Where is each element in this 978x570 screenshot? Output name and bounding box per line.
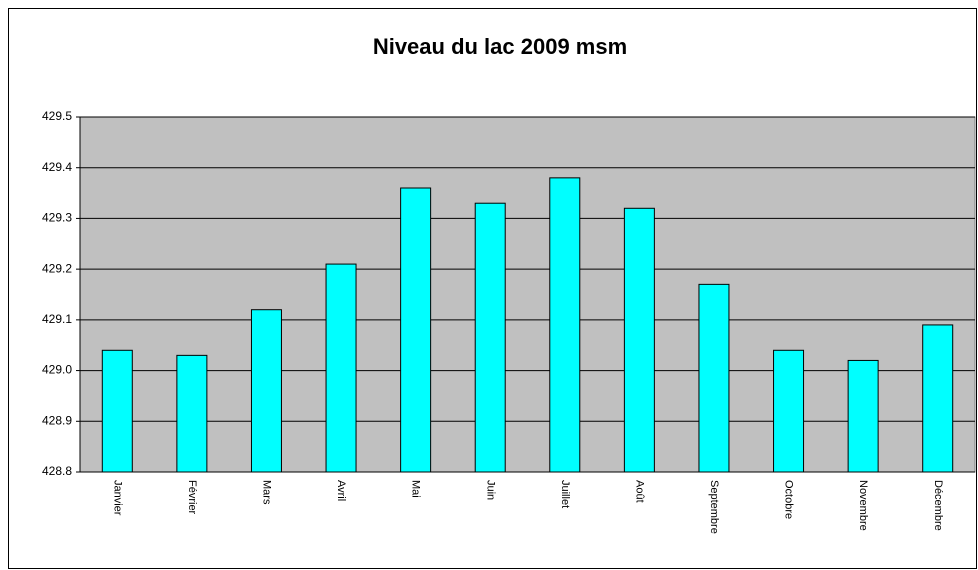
x-tick-label: Juin bbox=[484, 480, 496, 500]
x-tick-label: Mai bbox=[410, 480, 422, 498]
bar bbox=[623, 207, 655, 473]
bar bbox=[176, 354, 208, 473]
x-tick-label: Juillet bbox=[559, 480, 571, 508]
x-tick-label: Novembre bbox=[857, 480, 869, 531]
x-tick-label: Mars bbox=[261, 480, 273, 505]
bar bbox=[847, 359, 879, 473]
chart-title: Niveau du lac 2009 msm bbox=[373, 34, 627, 59]
y-tick-label: 429.1 bbox=[42, 312, 72, 326]
x-tick-label: Octobre bbox=[783, 480, 795, 519]
x-tick-label: Septembre bbox=[708, 480, 720, 534]
bar bbox=[549, 177, 581, 473]
bar bbox=[773, 349, 805, 473]
bar bbox=[698, 283, 730, 473]
bar bbox=[474, 202, 506, 473]
bar bbox=[325, 263, 357, 473]
bar bbox=[922, 324, 954, 473]
y-tick-label: 429.5 bbox=[42, 109, 72, 123]
y-tick-label: 428.8 bbox=[42, 464, 72, 478]
x-tick-label: Avril bbox=[335, 480, 347, 501]
y-tick-label: 429.4 bbox=[42, 160, 72, 174]
bar bbox=[250, 309, 282, 473]
y-tick-label: 428.9 bbox=[42, 413, 72, 427]
y-tick-label: 429.0 bbox=[42, 363, 72, 377]
x-tick-label: Décembre bbox=[932, 480, 944, 531]
bar bbox=[400, 187, 432, 473]
x-tick-label: Janvier bbox=[111, 480, 123, 516]
y-tick-label: 429.2 bbox=[42, 261, 72, 275]
x-tick-label: Février bbox=[186, 480, 198, 515]
x-tick-label: Août bbox=[633, 480, 645, 503]
y-tick-label: 429.3 bbox=[42, 211, 72, 225]
bar bbox=[101, 349, 133, 473]
plot-area bbox=[79, 116, 976, 473]
